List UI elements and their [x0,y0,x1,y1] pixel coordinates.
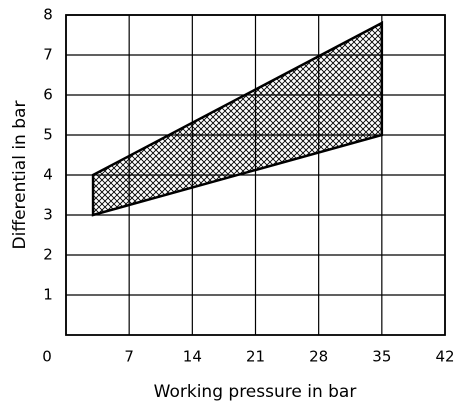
y-tick-label: 1 [43,286,53,304]
range-band [91,20,384,217]
y-axis-title: Differential in bar [10,101,30,250]
x-tick-label: 14 [183,348,202,366]
x-tick-label: 7 [124,348,134,366]
y-tick-label: 4 [43,166,53,184]
y-tick-label: 8 [43,6,53,24]
y-tick-label: 6 [43,86,53,104]
x-tick-label: 0 [42,348,52,366]
x-tick-label: 35 [372,348,391,366]
y-tick-label: 2 [43,246,53,264]
x-tick-label: 42 [435,348,454,366]
y-tick-label: 5 [43,126,53,144]
y-tick-label: 7 [43,46,53,64]
x-tick-label: 21 [246,348,265,366]
y-tick-label: 3 [43,206,53,224]
x-tick-label: 28 [309,348,328,366]
plot-frame [65,14,446,336]
x-axis-title: Working pressure in bar [154,382,357,402]
